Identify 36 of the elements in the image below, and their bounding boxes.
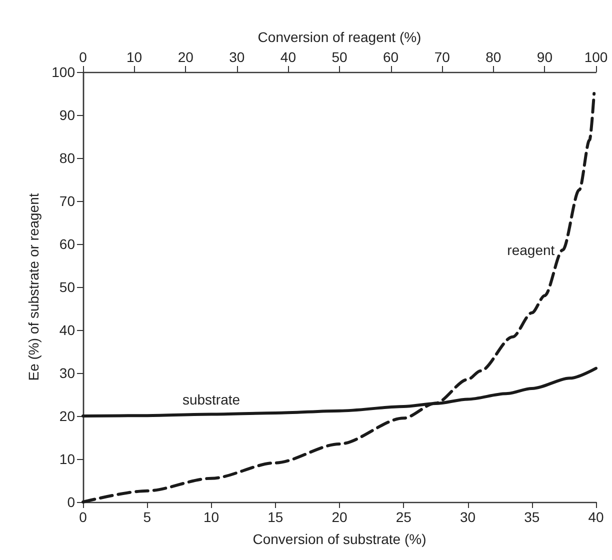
x2-tick-label: 20 [178,49,194,65]
y-tick-label: 50 [59,279,76,295]
y-tick-label: 0 [67,494,76,510]
y-tick-label: 70 [59,193,76,209]
y-tick-label: 40 [59,322,76,338]
x-tick-label: 0 [79,509,88,525]
x-axis-title: Conversion of substrate (%) [252,531,426,547]
y-tick-label: 20 [59,408,76,424]
y-tick-label: 100 [52,64,76,80]
x-tick-label: 10 [203,509,220,525]
series-label: reagent [507,242,555,258]
y-axis-title: Ee (%) of substrate or reagent [26,193,42,381]
x-tick-label: 15 [268,509,284,525]
y-tick-label: 30 [59,365,76,381]
x2-tick-label: 70 [434,49,450,65]
y-tick-label: 10 [59,451,76,467]
x2-tick-label: 100 [584,49,608,65]
y-tick-label: 90 [59,107,76,123]
x-tick-label: 35 [524,509,540,525]
x2-tick-label: 40 [280,49,296,65]
x-tick-label: 20 [332,509,348,525]
x2-tick-label: 30 [229,49,245,65]
x2-tick-label: 60 [383,49,399,65]
x-tick-label: 25 [396,509,412,525]
x2-tick-label: 50 [332,49,348,65]
x2-axis-title: Conversion of reagent (%) [258,29,422,45]
x2-tick-label: 0 [79,49,88,65]
x2-tick-label: 10 [126,49,142,65]
x-tick-label: 30 [460,509,476,525]
series-label: substrate [182,391,240,408]
x-tick-label: 5 [143,509,152,525]
y-tick-label: 80 [59,150,76,166]
y-tick-label: 60 [59,236,76,252]
x2-tick-label: 80 [486,49,502,65]
x2-tick-label: 90 [536,49,553,65]
x-tick-label: 40 [588,509,604,525]
